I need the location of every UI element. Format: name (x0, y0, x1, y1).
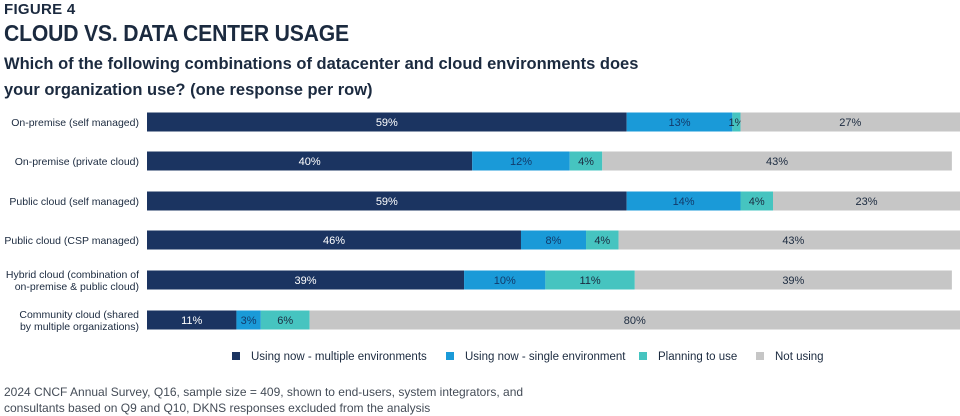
bar-segment (147, 151, 473, 171)
row-label: Hybrid cloud (combination of (6, 269, 139, 281)
stacked-bar-chart: On-premise (self managed) 59% 13% 1% 27%On-p… (4, 112, 960, 363)
bar-segment (732, 112, 741, 132)
data-label: 39% (782, 275, 804, 287)
bar-segment (569, 151, 603, 171)
footnote: 2024 CNCF Annual Survey, Q16, sample siz… (4, 385, 524, 415)
data-label: 23% (855, 196, 877, 208)
row-label: Public cloud (CSP managed) (4, 235, 139, 247)
legend-label: Planning to use (658, 351, 737, 363)
data-label: 43% (766, 156, 788, 168)
figure-label: FIGURE 4 (4, 1, 76, 18)
row-label: On-premise (self managed) (11, 117, 139, 129)
bar-segment (740, 112, 960, 132)
bar-segment (464, 270, 546, 290)
data-label: 80% (624, 315, 646, 327)
legend-label: Using now - single environment (465, 351, 626, 363)
bar-segment (626, 191, 741, 211)
chart-title: CLOUD VS. DATA CENTER USAGE (4, 20, 349, 46)
data-label: 46% (323, 235, 345, 247)
row-label: On-premise (private cloud) (15, 156, 139, 168)
data-label: 6% (277, 315, 293, 327)
bar-segment (586, 230, 619, 250)
data-label: 4% (749, 196, 765, 208)
data-label: 43% (782, 235, 804, 247)
data-label: 11% (579, 275, 600, 287)
legend-swatch (446, 352, 454, 360)
bar-segment (626, 112, 733, 132)
row-label: Public cloud (self managed) (9, 196, 139, 208)
data-label: 10% (494, 275, 516, 287)
data-label: 14% (673, 196, 695, 208)
bar-segment (309, 310, 960, 330)
data-label: 59% (376, 117, 398, 129)
bar-segment (236, 310, 261, 330)
bar-segment (147, 310, 237, 330)
bar-segment (634, 270, 952, 290)
legend-label: Using now - multiple environments (251, 351, 427, 363)
legend-label: Not using (775, 351, 824, 363)
data-label: 27% (839, 117, 861, 129)
data-label: 4% (578, 156, 594, 168)
row-label: on-premise & public cloud) (15, 281, 139, 293)
bar-segment (618, 230, 960, 250)
bar-segment (147, 270, 465, 290)
legend-swatch (232, 352, 240, 360)
bar-segment (602, 151, 952, 171)
bar-segment (740, 191, 774, 211)
bar-segment (147, 112, 627, 132)
data-label: 13% (668, 117, 690, 129)
bar-segment (147, 191, 627, 211)
legend-swatch (756, 352, 764, 360)
row-label: Community cloud (shared (19, 309, 139, 321)
bar-segment (520, 230, 587, 250)
bar-segment (773, 191, 960, 211)
chart-subtitle: Which of the following combinations of d… (4, 55, 639, 99)
legend-swatch (639, 352, 647, 360)
data-label: 39% (295, 275, 317, 287)
data-label: 40% (299, 156, 321, 168)
bar-segment (260, 310, 310, 330)
data-label: 59% (376, 196, 398, 208)
data-label: 4% (594, 235, 610, 247)
data-label: 3% (241, 315, 257, 327)
bar-segment (147, 230, 521, 250)
bar-segment (545, 270, 635, 290)
data-label: 8% (546, 235, 562, 247)
data-label: 12% (510, 156, 532, 168)
row-label: by multiple organizations) (20, 321, 139, 333)
data-label: 11% (181, 315, 202, 327)
bar-segment (472, 151, 570, 171)
